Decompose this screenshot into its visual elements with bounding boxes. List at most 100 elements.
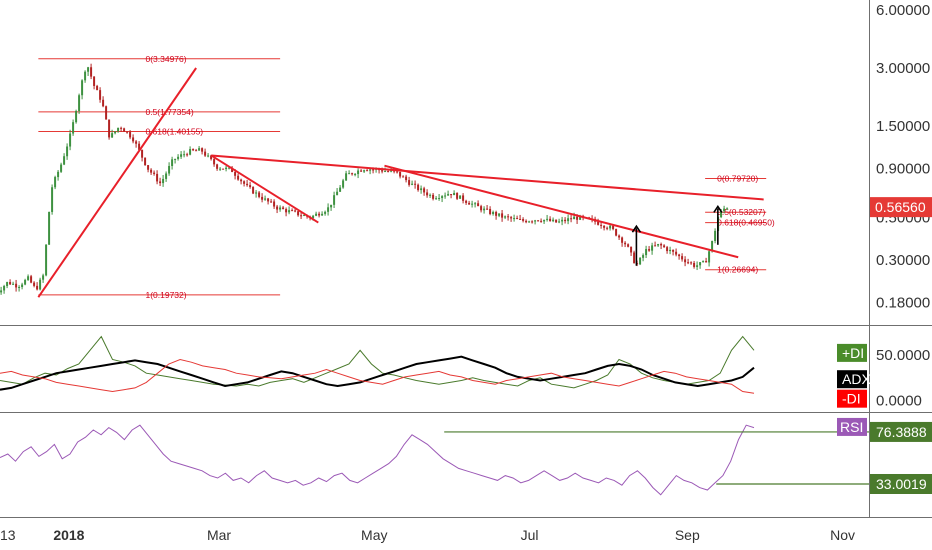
candle-body xyxy=(138,143,141,150)
rsi-level-label: 33.0019 xyxy=(876,476,927,492)
candle-body xyxy=(225,167,228,170)
candle-body xyxy=(231,167,234,173)
candle-body xyxy=(513,218,516,220)
candle-body xyxy=(30,276,33,283)
candle-body xyxy=(528,221,531,223)
candle-body xyxy=(36,285,39,290)
candle-body xyxy=(111,133,114,138)
candle-body xyxy=(213,159,216,165)
candle-body xyxy=(645,249,648,256)
candle-body xyxy=(357,170,360,175)
candle-body xyxy=(132,137,135,142)
last-price-badge xyxy=(870,197,932,218)
candle-body xyxy=(660,243,663,246)
fib-level-label: 0(3.34976) xyxy=(145,54,186,64)
candle-body xyxy=(219,168,222,170)
candle-body xyxy=(672,249,675,252)
candle-body xyxy=(300,215,303,217)
candle-body xyxy=(708,251,711,263)
candle-body xyxy=(456,192,459,199)
candle-body xyxy=(345,173,348,181)
candle-body xyxy=(81,80,84,96)
candle-body xyxy=(468,202,471,205)
candle-body xyxy=(405,176,408,181)
candle-body xyxy=(6,282,9,287)
candle-body xyxy=(537,220,540,222)
candle-body xyxy=(249,185,252,188)
candle-body xyxy=(198,148,201,151)
rsi-level-badge xyxy=(870,473,932,494)
candle-body xyxy=(411,183,414,185)
candle-body xyxy=(426,192,429,196)
candle-body xyxy=(675,251,678,255)
rsi-level-badge xyxy=(870,421,932,442)
candle-body xyxy=(678,254,681,257)
price-axis-tick: 6.00000 xyxy=(876,2,930,19)
candle-body xyxy=(207,155,210,157)
candle-body xyxy=(69,133,72,147)
adx-axis-tick: 50.0000 xyxy=(876,347,930,364)
trendline xyxy=(37,67,197,298)
candle-body xyxy=(216,164,219,169)
time-axis-tick: Nov xyxy=(830,527,855,543)
candle-body xyxy=(633,252,636,264)
candle-body xyxy=(312,215,315,219)
candle-body xyxy=(681,256,684,260)
candle-body xyxy=(297,211,300,216)
candle-body xyxy=(390,170,393,172)
candle-body xyxy=(546,218,549,220)
candle-body xyxy=(549,218,552,222)
candle-body xyxy=(240,179,243,182)
price-axis-tick: 1.50000 xyxy=(876,118,930,135)
candle-body xyxy=(84,71,87,81)
candle-body xyxy=(75,111,78,123)
candle-body xyxy=(522,219,525,221)
candle-body xyxy=(576,216,579,220)
candle-body xyxy=(564,219,567,222)
time-axis-tick: Mar xyxy=(207,527,231,543)
rsi-series-line xyxy=(0,424,755,496)
candle-body xyxy=(693,262,696,267)
candle-body xyxy=(87,67,90,72)
candle-body xyxy=(492,211,495,215)
candle-body xyxy=(42,275,45,280)
candle-body xyxy=(201,148,204,152)
candle-body xyxy=(348,173,351,175)
candle-body xyxy=(501,213,504,218)
candle-body xyxy=(702,261,705,263)
price-panel: 6.000003.000001.500000.900000.500000.300… xyxy=(0,2,932,312)
candle-body xyxy=(21,284,24,288)
fib-level-label: 0.5(1.77354) xyxy=(145,107,193,117)
candle-body xyxy=(18,287,21,289)
candle-body xyxy=(372,169,375,171)
adx-panel: 50.0000 0.0000 +DI ADX -DI xyxy=(0,335,930,410)
price-axis-tick: 0.18000 xyxy=(876,295,930,312)
candle-body xyxy=(105,106,108,120)
candle-body xyxy=(438,197,441,199)
candle-body xyxy=(627,244,630,247)
adx-axis-tick: 0.0000 xyxy=(876,393,922,410)
candle-body xyxy=(186,154,189,156)
candle-body xyxy=(408,180,411,185)
candle-body xyxy=(363,170,366,172)
adx-label-text: -DI xyxy=(842,391,861,407)
candle-body xyxy=(540,220,543,222)
adx-label-badge xyxy=(837,343,867,362)
price-axis-tick: 3.00000 xyxy=(876,60,930,77)
candle-body xyxy=(684,259,687,263)
candle-body xyxy=(90,67,93,77)
candle-body xyxy=(600,224,603,226)
candle-body xyxy=(147,165,150,170)
candle-body xyxy=(402,176,405,178)
time-axis-tick: May xyxy=(361,527,387,543)
candle-body xyxy=(414,183,417,185)
candle-body xyxy=(726,208,729,210)
candle-body xyxy=(351,173,354,175)
candle-body xyxy=(48,211,51,245)
candle-body xyxy=(57,171,60,178)
candle-body xyxy=(237,175,240,180)
candle-body xyxy=(54,177,57,188)
candle-body xyxy=(45,244,48,276)
candle-body xyxy=(561,219,564,222)
